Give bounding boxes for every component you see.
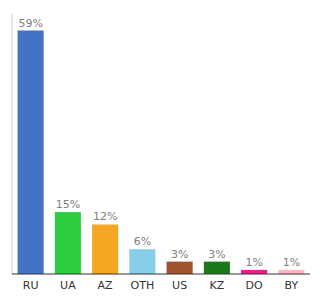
x-tick-label: BY: [285, 279, 299, 292]
bar: [241, 270, 267, 274]
x-tick-label: RU: [23, 279, 39, 292]
bar: [18, 31, 44, 274]
chart: RU UA AZ OTH US KZ DO BY 59% 15% 12% 6% 3% 3% 1% 1%: [0, 0, 320, 300]
x-tick-label: AZ: [98, 279, 114, 292]
x-tick-label: UA: [60, 279, 76, 292]
bar: [92, 224, 118, 274]
x-axis-line: [12, 274, 310, 275]
x-tick-label: DO: [246, 279, 263, 292]
data-label: 3%: [171, 248, 188, 261]
data-label: 1%: [245, 256, 262, 269]
x-tick-label: OTH: [131, 279, 155, 292]
bar: [278, 270, 304, 274]
data-label: 15%: [56, 198, 80, 211]
data-label: 3%: [208, 248, 225, 261]
bars: [18, 31, 305, 274]
data-label: 1%: [283, 256, 300, 269]
bar: [167, 262, 193, 274]
bar: [55, 212, 81, 274]
bar: [129, 249, 155, 274]
y-range-line: [12, 14, 13, 274]
x-tick-label: US: [172, 279, 187, 292]
chart-container: RU UA AZ OTH US KZ DO BY 59% 15% 12% 6% 3% 3% 1% 1%: [0, 0, 320, 300]
x-tick-label: KZ: [210, 279, 225, 292]
data-label: 12%: [93, 210, 117, 223]
data-label: 6%: [134, 235, 151, 248]
data-label: 59%: [18, 17, 42, 30]
bar: [204, 262, 230, 274]
